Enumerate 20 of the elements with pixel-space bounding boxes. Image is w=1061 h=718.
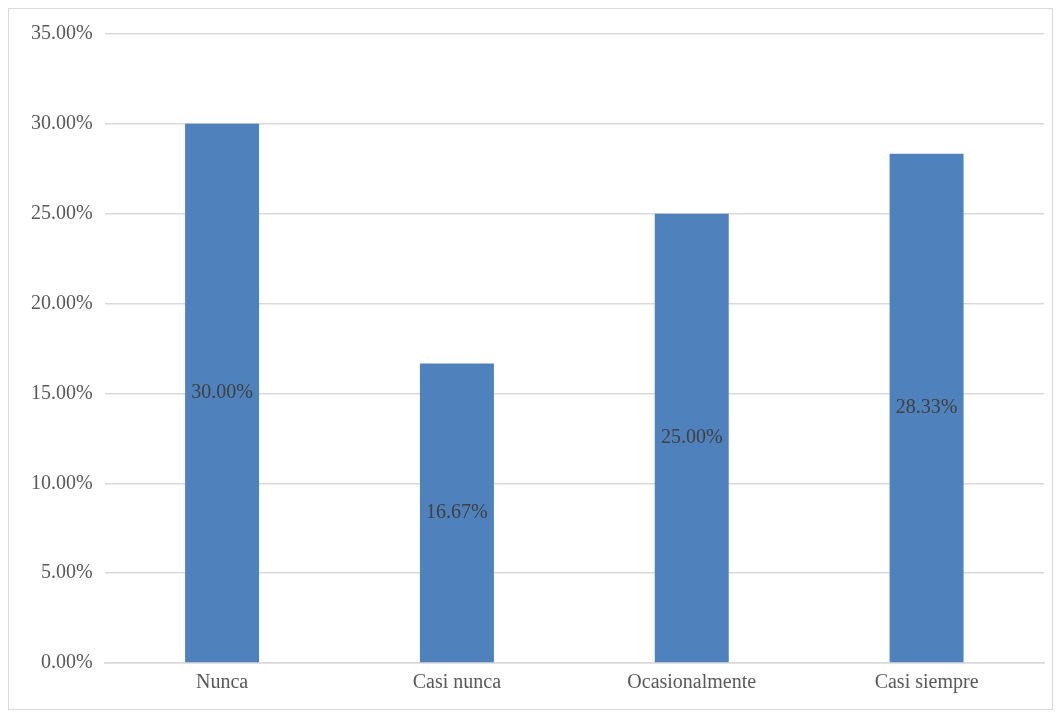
y-tick-label: 15.00% bbox=[30, 380, 93, 403]
data-label: 28.33% bbox=[895, 395, 958, 418]
y-tick-label: 20.00% bbox=[30, 290, 93, 313]
y-tick-label: 35.00% bbox=[30, 21, 93, 44]
bar bbox=[889, 153, 964, 663]
x-tick-label: Casi siempre bbox=[874, 670, 979, 694]
data-label: 30.00% bbox=[191, 380, 253, 403]
y-tick-label: 25.00% bbox=[30, 200, 93, 223]
y-tick-label: 30.00% bbox=[30, 111, 93, 134]
data-label: 16.67% bbox=[426, 500, 488, 523]
x-tick-label: Ocasionalmente bbox=[627, 670, 757, 693]
y-tick-label: 0.00% bbox=[40, 650, 93, 673]
x-tick-label: Casi nunca bbox=[412, 670, 502, 693]
y-tick-label: 5.00% bbox=[40, 560, 93, 583]
bar bbox=[419, 363, 494, 663]
y-tick-label: 10.00% bbox=[30, 470, 93, 493]
data-label: 25.00% bbox=[660, 425, 723, 448]
x-tick-label: Nunca bbox=[195, 670, 249, 693]
bar bbox=[654, 213, 729, 663]
bar bbox=[185, 123, 260, 663]
